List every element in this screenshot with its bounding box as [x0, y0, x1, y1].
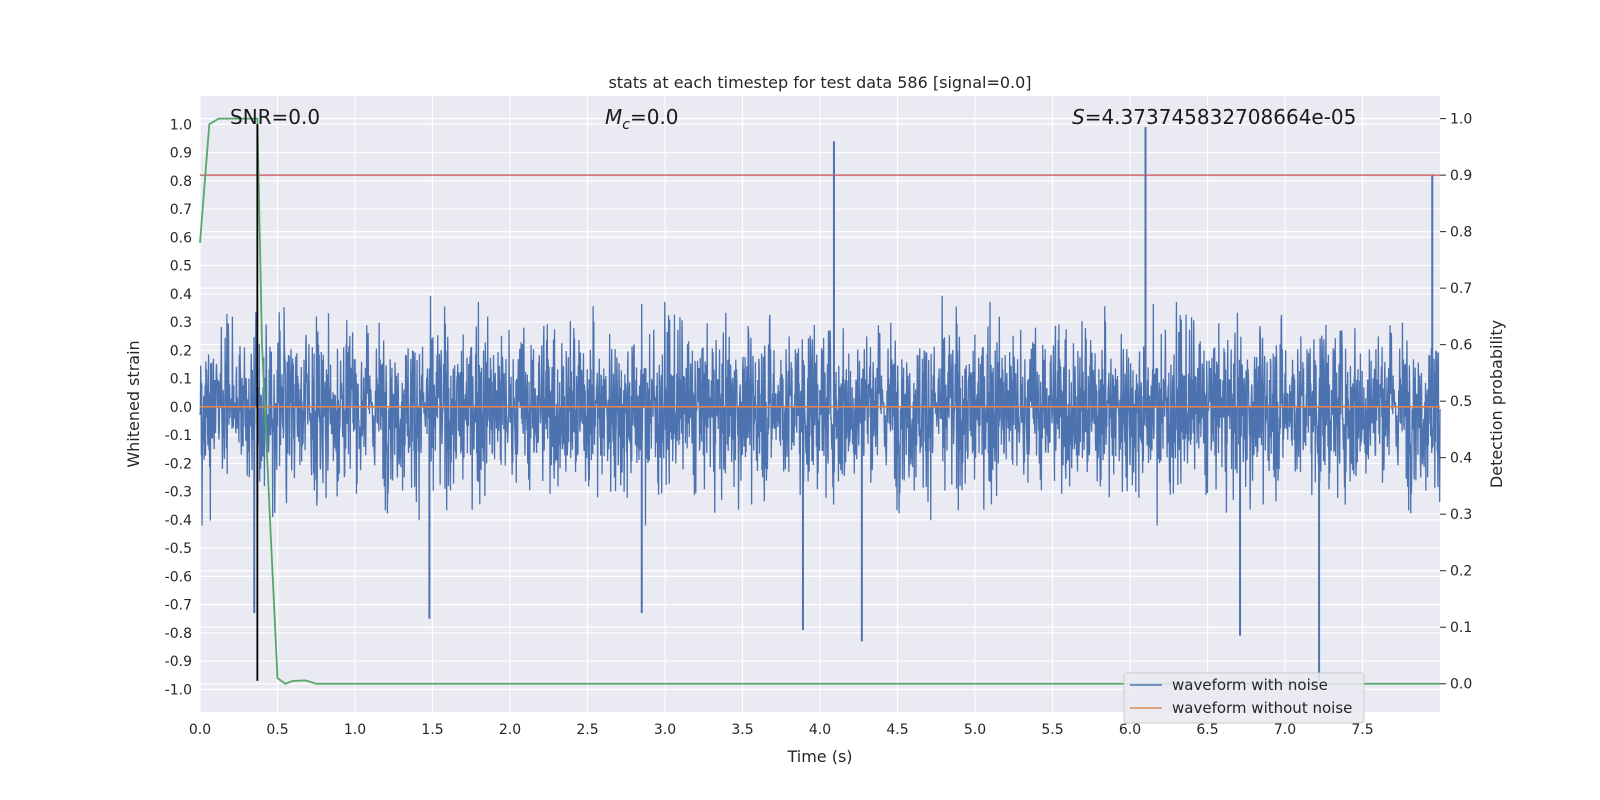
- chirp-mass-value: =0.0: [630, 105, 679, 129]
- left-y-tick-label: -0.4: [165, 513, 192, 529]
- x-axis-ticks: 0.0 0.5 1.0 1.5 2.0 2.5 3.0 3.5 4.0 4.5 5.0 5.5 6.0 6…: [189, 722, 1374, 738]
- x-tick-label: 3.0: [654, 722, 676, 738]
- legend-box: [1123, 672, 1365, 724]
- x-tick-label: 4.0: [809, 722, 831, 738]
- right-y-tick-label: 0.9: [1450, 168, 1472, 184]
- x-tick-label: 0.0: [189, 722, 211, 738]
- left-y-tick-label: 0.4: [170, 287, 192, 303]
- detection-probability-line: [199, 117, 1440, 685]
- x-tick-label: 7.5: [1351, 722, 1373, 738]
- left-y-tick-label: -1.0: [165, 682, 192, 698]
- x-tick-label: 2.5: [576, 722, 598, 738]
- left-y-tick-label: -0.8: [165, 626, 192, 642]
- left-y-tick-label: -0.6: [165, 569, 192, 585]
- right-y-tick-label: 0.3: [1450, 507, 1472, 523]
- left-y-tick-label: 0.1: [170, 372, 192, 388]
- left-y-tick-label: 0.9: [170, 146, 192, 162]
- x-tick-label: 7.0: [1274, 722, 1296, 738]
- left-y-tick-label: 0.2: [170, 343, 192, 359]
- x-tick-label: 2.0: [499, 722, 521, 738]
- right-y-tick-label: 1.0: [1450, 112, 1472, 128]
- legend-label-clean: waveform without noise: [1172, 699, 1352, 717]
- legend: waveform with noise waveform without noi…: [1123, 672, 1365, 724]
- x-tick-label: 1.0: [344, 722, 366, 738]
- left-y-tick-label: 0.0: [170, 400, 192, 416]
- right-y-tick-label: 0.6: [1450, 338, 1472, 354]
- right-y-axis-ticks: 1.0 0.9 0.8 0.7 0.6 0.5 0.4 0.3 0.2 0.1 0.0: [1440, 112, 1472, 693]
- score-annotation: S=4.373745832708664e-05: [1072, 105, 1356, 129]
- x-tick-label: 6.5: [1196, 722, 1218, 738]
- score-symbol: S: [1072, 105, 1085, 129]
- right-y-tick-label: 0.4: [1450, 451, 1472, 467]
- left-y-tick-label: 0.3: [170, 315, 192, 331]
- noise-waveform-line: [199, 295, 1441, 526]
- chirp-mass-subscript: c: [622, 117, 630, 133]
- chirp-mass-annotation: Mc=0.0: [605, 105, 679, 133]
- x-tick-label: 0.5: [266, 722, 288, 738]
- x-tick-label: 5.5: [1041, 722, 1063, 738]
- left-y-axis-label: Whitened strain: [124, 340, 143, 467]
- left-y-tick-label: 1.0: [170, 117, 192, 133]
- right-y-tick-label: 0.0: [1450, 677, 1472, 693]
- left-y-tick-label: -0.7: [165, 598, 192, 614]
- x-tick-label: 6.0: [1119, 722, 1141, 738]
- right-y-tick-label: 0.7: [1450, 281, 1472, 297]
- snr-annotation: SNR=0.0: [230, 105, 320, 129]
- right-y-tick-label: 0.5: [1450, 394, 1472, 410]
- right-y-tick-label: 0.1: [1450, 620, 1472, 636]
- x-axis-label: Time (s): [786, 747, 852, 766]
- chart-title: stats at each timestep for test data 586…: [608, 73, 1031, 92]
- score-value: =4.373745832708664e-05: [1085, 105, 1357, 129]
- left-y-tick-label: 0.5: [170, 259, 192, 275]
- left-y-tick-label: -0.1: [165, 428, 192, 444]
- right-y-axis-label: Detection probability: [1487, 320, 1506, 488]
- left-y-tick-label: 0.7: [170, 202, 192, 218]
- legend-label-noise: waveform with noise: [1172, 676, 1328, 694]
- right-y-tick-label: 0.8: [1450, 225, 1472, 241]
- left-y-tick-label: 0.8: [170, 174, 192, 190]
- x-tick-label: 4.5: [886, 722, 908, 738]
- left-y-axis-ticks: 1.0 0.9 0.8 0.7 0.6 0.5 0.4 0.3 0.2 0.1 0.0 -0.1 -0.…: [165, 117, 192, 698]
- x-tick-label: 3.5: [731, 722, 753, 738]
- left-y-tick-label: -0.3: [165, 485, 192, 501]
- left-y-tick-label: 0.6: [170, 230, 192, 246]
- left-y-tick-label: -0.5: [165, 541, 192, 557]
- x-tick-label: 5.0: [964, 722, 986, 738]
- chirp-mass-symbol: M: [605, 105, 622, 129]
- line-series: [199, 117, 1440, 685]
- noise-waveform-series: [199, 127, 1441, 681]
- right-y-tick-label: 0.2: [1450, 564, 1472, 580]
- x-tick-label: 1.5: [421, 722, 443, 738]
- left-y-tick-label: -0.9: [165, 654, 192, 670]
- left-y-tick-label: -0.2: [165, 456, 192, 472]
